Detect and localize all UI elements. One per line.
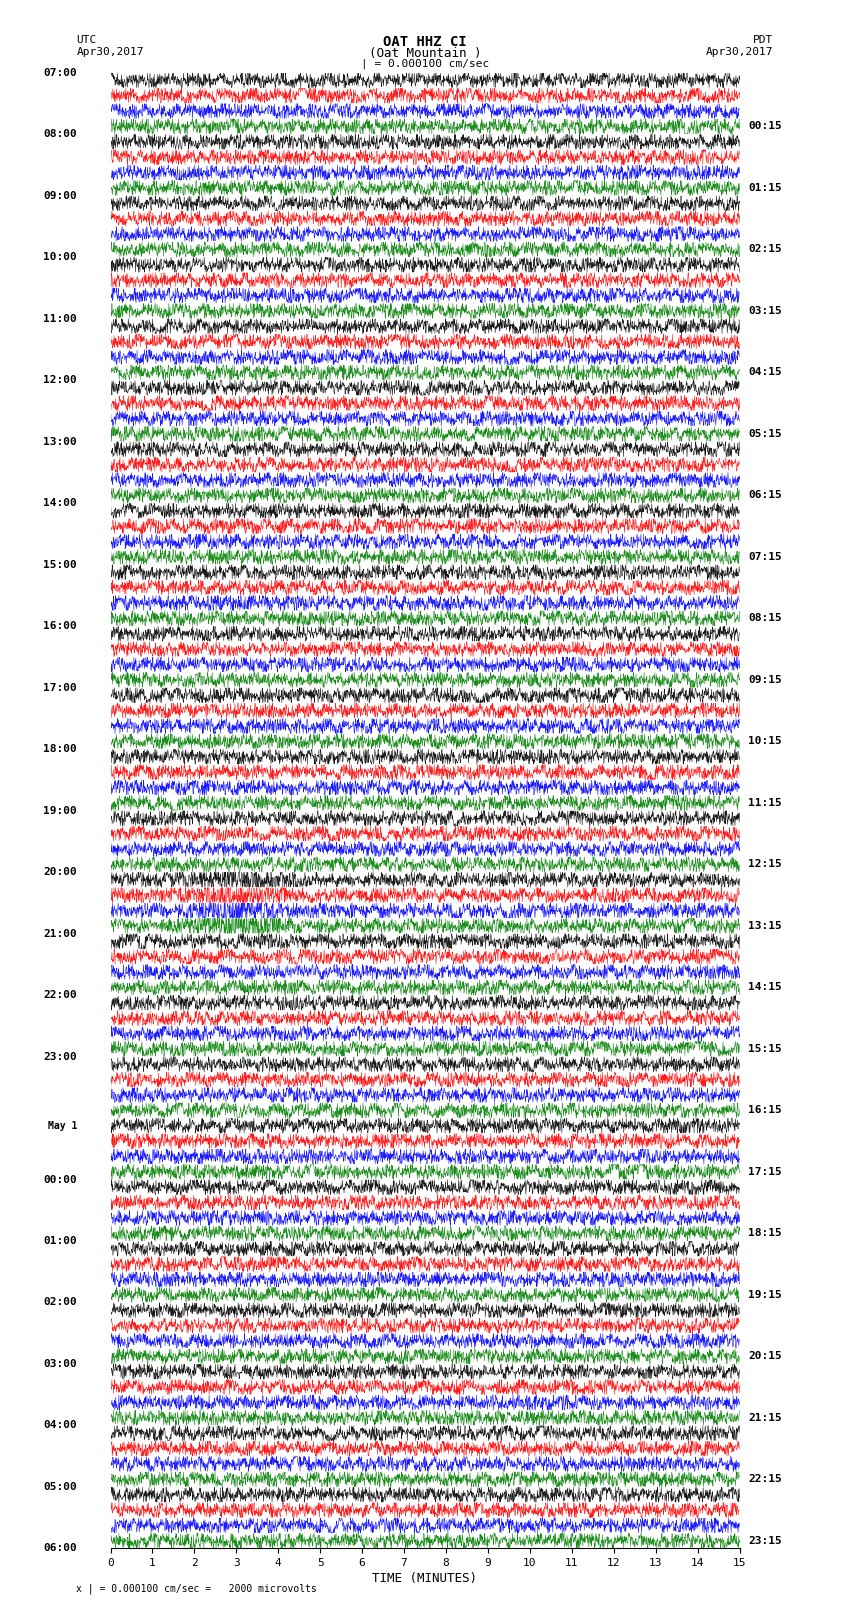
Text: 23:00: 23:00 [43,1052,77,1061]
Text: 15:00: 15:00 [43,560,77,569]
Text: 03:15: 03:15 [748,306,782,316]
Text: 12:15: 12:15 [748,860,782,869]
Text: 00:00: 00:00 [43,1174,77,1184]
Text: 04:00: 04:00 [43,1421,77,1431]
Text: x | = 0.000100 cm/sec =   2000 microvolts: x | = 0.000100 cm/sec = 2000 microvolts [76,1582,317,1594]
Text: 21:00: 21:00 [43,929,77,939]
Text: 10:15: 10:15 [748,737,782,747]
Text: 13:00: 13:00 [43,437,77,447]
Text: | = 0.000100 cm/sec: | = 0.000100 cm/sec [361,58,489,69]
Text: 01:15: 01:15 [748,182,782,194]
Text: 19:00: 19:00 [43,805,77,816]
Text: (Oat Mountain ): (Oat Mountain ) [369,47,481,60]
Text: UTC: UTC [76,35,97,45]
Text: 08:15: 08:15 [748,613,782,623]
Text: 07:15: 07:15 [748,552,782,561]
Text: 11:15: 11:15 [748,798,782,808]
Text: 09:00: 09:00 [43,190,77,200]
Text: 10:00: 10:00 [43,252,77,261]
Text: 06:00: 06:00 [43,1544,77,1553]
X-axis label: TIME (MINUTES): TIME (MINUTES) [372,1573,478,1586]
Text: 17:00: 17:00 [43,682,77,692]
Text: 18:15: 18:15 [748,1229,782,1239]
Text: 06:15: 06:15 [748,490,782,500]
Text: Apr30,2017: Apr30,2017 [76,47,144,56]
Text: 03:00: 03:00 [43,1360,77,1369]
Text: 02:00: 02:00 [43,1297,77,1308]
Text: 09:15: 09:15 [748,674,782,686]
Text: 22:15: 22:15 [748,1474,782,1484]
Text: 20:00: 20:00 [43,868,77,877]
Text: 16:00: 16:00 [43,621,77,631]
Text: 01:00: 01:00 [43,1236,77,1245]
Text: 05:15: 05:15 [748,429,782,439]
Text: 02:15: 02:15 [748,245,782,255]
Text: 15:15: 15:15 [748,1044,782,1053]
Text: 17:15: 17:15 [748,1166,782,1177]
Text: 19:15: 19:15 [748,1290,782,1300]
Text: 20:15: 20:15 [748,1352,782,1361]
Text: 13:15: 13:15 [748,921,782,931]
Text: May 1: May 1 [48,1121,77,1131]
Text: 05:00: 05:00 [43,1482,77,1492]
Text: OAT HHZ CI: OAT HHZ CI [383,35,467,50]
Text: 11:00: 11:00 [43,313,77,324]
Text: PDT: PDT [753,35,774,45]
Text: Apr30,2017: Apr30,2017 [706,47,774,56]
Text: 08:00: 08:00 [43,129,77,139]
Text: 14:15: 14:15 [748,982,782,992]
Text: 23:15: 23:15 [748,1536,782,1545]
Text: 21:15: 21:15 [748,1413,782,1423]
Text: 00:15: 00:15 [748,121,782,131]
Text: 04:15: 04:15 [748,368,782,377]
Text: 07:00: 07:00 [43,68,77,77]
Text: 18:00: 18:00 [43,744,77,753]
Text: 22:00: 22:00 [43,990,77,1000]
Text: 12:00: 12:00 [43,376,77,386]
Text: 16:15: 16:15 [748,1105,782,1115]
Text: 14:00: 14:00 [43,498,77,508]
